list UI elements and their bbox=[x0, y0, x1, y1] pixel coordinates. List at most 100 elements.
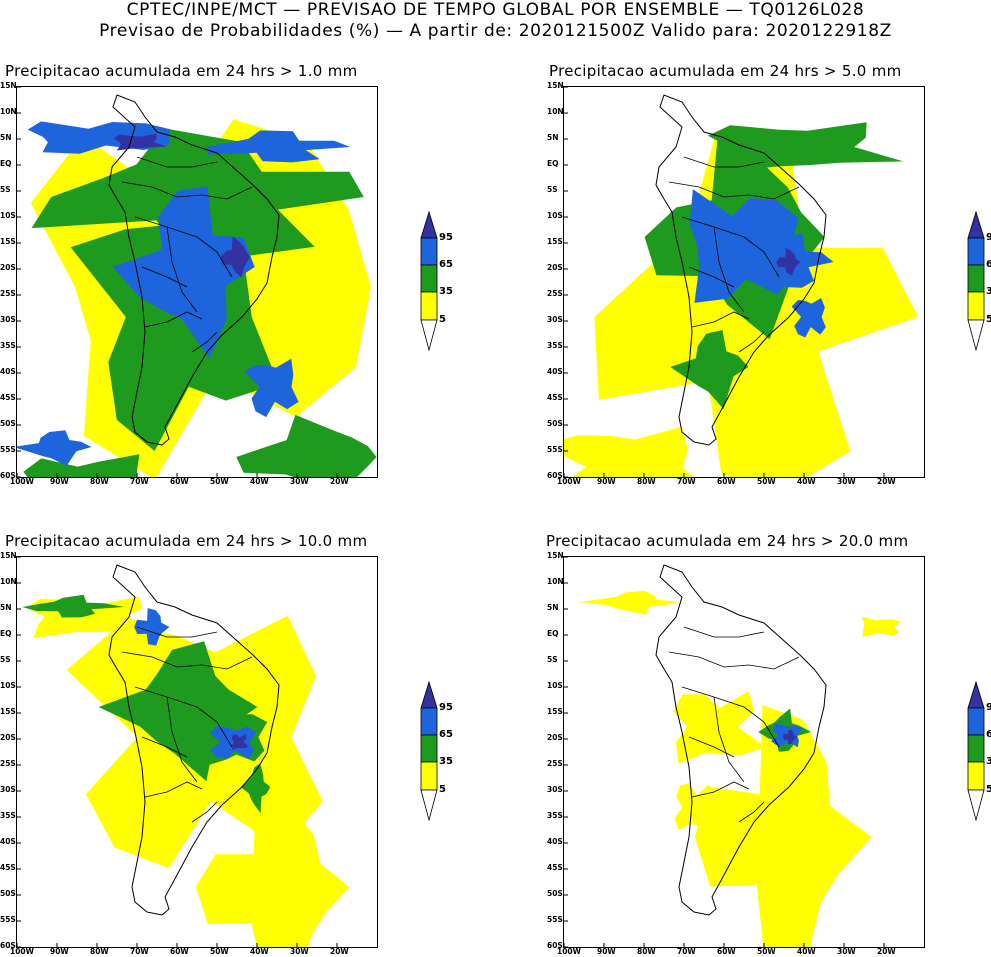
lat-label: 30S bbox=[547, 785, 563, 794]
lat-label: 5S bbox=[547, 655, 558, 664]
country-border bbox=[681, 216, 780, 278]
lat-label: 60S bbox=[547, 471, 563, 480]
probability-area-purple bbox=[220, 236, 251, 278]
colorbar-label: 95 bbox=[439, 232, 453, 243]
lon-label: 40W bbox=[250, 477, 269, 486]
lon-label: 50W bbox=[757, 947, 776, 956]
country-border bbox=[738, 331, 765, 353]
lon-label: 30W bbox=[290, 947, 309, 956]
colorbar: 95 65 35 5 bbox=[420, 680, 453, 829]
lat-label: 40S bbox=[0, 367, 16, 376]
map-panel-4 bbox=[563, 556, 925, 948]
map-panel-2 bbox=[563, 86, 925, 478]
colorbar-label: 65 bbox=[986, 729, 991, 740]
colorbar-segment-purple bbox=[420, 680, 438, 709]
colorbar-label: 35 bbox=[439, 286, 453, 297]
country-border bbox=[141, 736, 188, 758]
country-border bbox=[683, 626, 765, 638]
lat-label: 10S bbox=[0, 211, 16, 220]
lat-label: 20S bbox=[547, 733, 563, 742]
probability-area-blue bbox=[134, 608, 170, 646]
colorbar-label: 65 bbox=[439, 729, 453, 740]
lon-label: 60W bbox=[717, 947, 736, 956]
lon-label: 70W bbox=[130, 947, 149, 956]
probability-area-blue bbox=[244, 358, 299, 418]
lon-label: 70W bbox=[677, 947, 696, 956]
lon-label: 80W bbox=[90, 947, 109, 956]
lat-label: 35S bbox=[0, 341, 16, 350]
colorbar-segment-green bbox=[420, 264, 438, 293]
colorbar-segment-blue bbox=[967, 707, 985, 736]
probability-area-green bbox=[707, 122, 904, 173]
continent-outline bbox=[655, 564, 827, 916]
lat-label: 25S bbox=[547, 289, 563, 298]
lon-label: 100W bbox=[10, 477, 34, 486]
lon-label: 20W bbox=[877, 947, 896, 956]
country-border bbox=[713, 226, 745, 313]
probability-area-yellow bbox=[195, 787, 350, 947]
lat-label: 10N bbox=[0, 577, 17, 586]
country-border bbox=[136, 156, 218, 168]
lon-label: 100W bbox=[10, 947, 34, 956]
probability-area-green bbox=[236, 414, 377, 477]
panel-2-title: Precipitacao acumulada em 24 hrs > 5.0 m… bbox=[549, 62, 902, 80]
lat-label: 10S bbox=[0, 681, 16, 690]
lon-label: 100W bbox=[557, 477, 581, 486]
lat-label: 20S bbox=[547, 263, 563, 272]
lat-label: 10N bbox=[547, 577, 564, 586]
lat-label: 50S bbox=[547, 889, 563, 898]
probability-area-purple bbox=[113, 133, 167, 151]
lon-label: 60W bbox=[170, 947, 189, 956]
colorbar-label: 65 bbox=[986, 259, 991, 270]
lon-label: 80W bbox=[90, 477, 109, 486]
lon-label: 90W bbox=[597, 947, 616, 956]
country-border bbox=[141, 266, 188, 288]
lon-label: 70W bbox=[130, 477, 149, 486]
probability-area-yellow bbox=[861, 616, 902, 637]
lon-label: 100W bbox=[557, 947, 581, 956]
lat-label: 40S bbox=[547, 367, 563, 376]
country-border bbox=[121, 651, 253, 670]
lat-label: 25S bbox=[0, 759, 16, 768]
colorbar-segment-white bbox=[420, 319, 438, 352]
lat-label: 15N bbox=[0, 81, 17, 90]
country-border bbox=[121, 181, 253, 200]
lat-label: 55S bbox=[0, 445, 16, 454]
colorbar-label: 5 bbox=[986, 784, 991, 795]
colorbar-label: 5 bbox=[439, 784, 446, 795]
country-border bbox=[191, 801, 218, 823]
probability-area-purple bbox=[776, 248, 801, 276]
country-border bbox=[134, 686, 233, 748]
colorbar-label: 95 bbox=[986, 702, 991, 713]
probability-area-blue bbox=[791, 298, 826, 338]
lat-label: 45S bbox=[547, 863, 563, 872]
country-border bbox=[136, 626, 218, 638]
lat-label: 35S bbox=[547, 341, 563, 350]
lat-label: 40S bbox=[547, 837, 563, 846]
colorbar: 95 65 35 5 bbox=[967, 210, 991, 359]
lat-label: 15N bbox=[0, 551, 17, 560]
lat-label: 15N bbox=[547, 81, 564, 90]
country-border bbox=[688, 266, 735, 288]
probability-area-yellow bbox=[674, 782, 717, 830]
lat-label: 15S bbox=[0, 237, 16, 246]
lat-label: EQ bbox=[0, 159, 12, 168]
country-border bbox=[691, 311, 750, 328]
lat-label: 45S bbox=[0, 863, 16, 872]
lat-label: 10N bbox=[0, 107, 17, 116]
probability-area-blue bbox=[17, 430, 92, 466]
panel-1-title: Precipitacao acumulada em 24 hrs > 1.0 m… bbox=[5, 62, 358, 80]
probability-area-blue bbox=[206, 130, 350, 163]
country-border bbox=[166, 226, 198, 313]
probability-area-blue bbox=[689, 189, 799, 303]
lat-label: 55S bbox=[547, 445, 563, 454]
probability-area-green bbox=[240, 763, 271, 814]
continent-outline bbox=[655, 94, 827, 446]
colorbar-segment-green bbox=[967, 734, 985, 763]
colorbar-label: 95 bbox=[439, 702, 453, 713]
colorbar-label: 5 bbox=[986, 314, 991, 325]
probability-area-blue bbox=[112, 186, 255, 359]
colorbar-segment-yellow bbox=[967, 291, 985, 321]
map-panel-3 bbox=[16, 556, 378, 948]
lon-label: 90W bbox=[50, 477, 69, 486]
